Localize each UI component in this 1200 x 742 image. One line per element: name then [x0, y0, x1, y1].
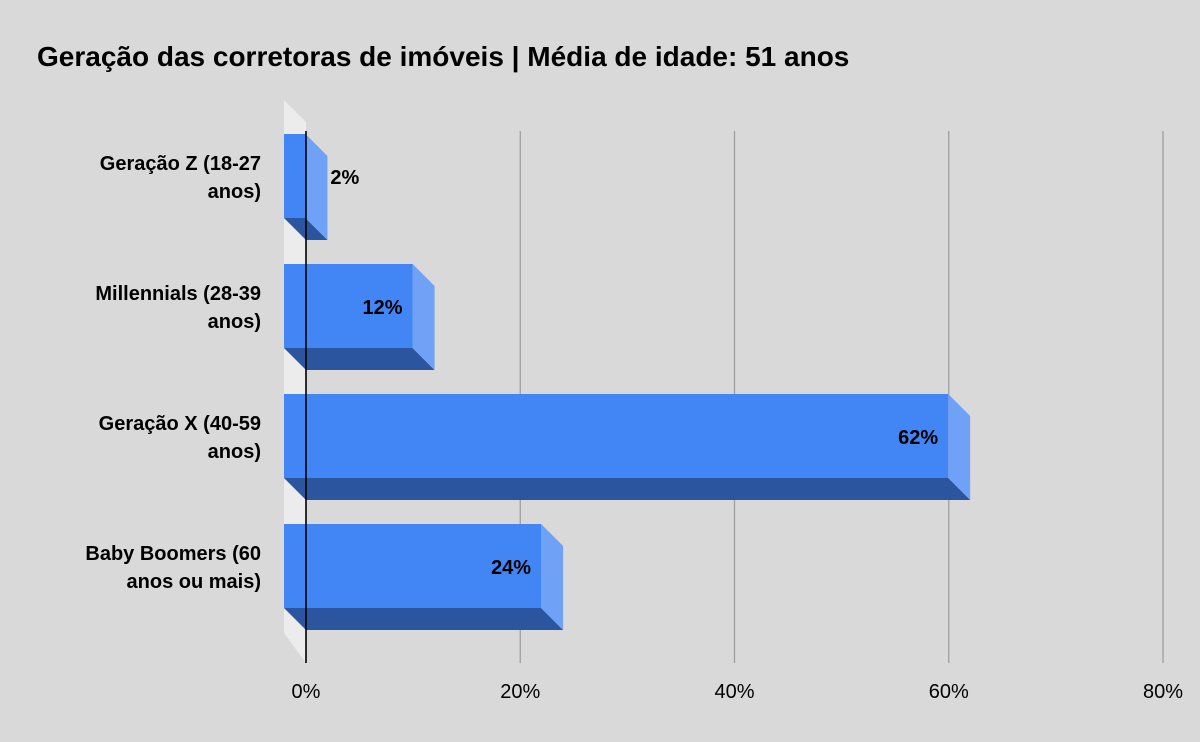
x-tick-labels: 0% 20% 40% 60% 80% — [292, 681, 1184, 703]
data-label: 24% — [491, 557, 531, 579]
bar-side-face — [305, 134, 328, 240]
category-label: anos) — [208, 441, 261, 463]
category-label: Baby Boomers (60 — [85, 543, 261, 565]
bar-bottom-face — [284, 478, 971, 500]
bar-front-face — [284, 394, 949, 478]
bar-side-face — [412, 264, 435, 370]
bar — [284, 524, 564, 630]
x-tick-label: 0% — [292, 681, 321, 703]
x-tick-label: 40% — [714, 681, 754, 703]
bar-bottom-face — [284, 348, 435, 370]
data-label: 12% — [363, 297, 403, 319]
bar-front-face — [284, 524, 542, 608]
bar — [284, 394, 971, 500]
data-label: 62% — [898, 427, 938, 449]
bar-side-face — [948, 394, 971, 500]
data-labels: 2% 12% 62% 24% — [330, 167, 938, 579]
x-tick-label: 20% — [500, 681, 540, 703]
category-label: Millennials (28-39 — [95, 283, 261, 305]
data-label: 2% — [330, 167, 359, 189]
bars — [284, 134, 971, 630]
bar-bottom-face — [284, 608, 564, 630]
bar — [284, 134, 328, 240]
bar-front-face — [284, 134, 306, 218]
category-labels: Geração Z (18-27 anos) Millennials (28-39 a… — [85, 153, 261, 593]
chart-floor — [284, 100, 306, 663]
category-label: Geração Z (18-27 — [100, 153, 261, 175]
category-label: anos ou mais) — [127, 571, 261, 593]
x-tick-label: 60% — [929, 681, 969, 703]
category-label: anos) — [208, 311, 261, 333]
category-label: Geração X (40-59 — [99, 413, 261, 435]
category-label: anos) — [208, 181, 261, 203]
x-tick-label: 80% — [1143, 681, 1183, 703]
chart-title: Geração das corretoras de imóveis | Médi… — [37, 41, 849, 72]
bar-side-face — [541, 524, 564, 630]
